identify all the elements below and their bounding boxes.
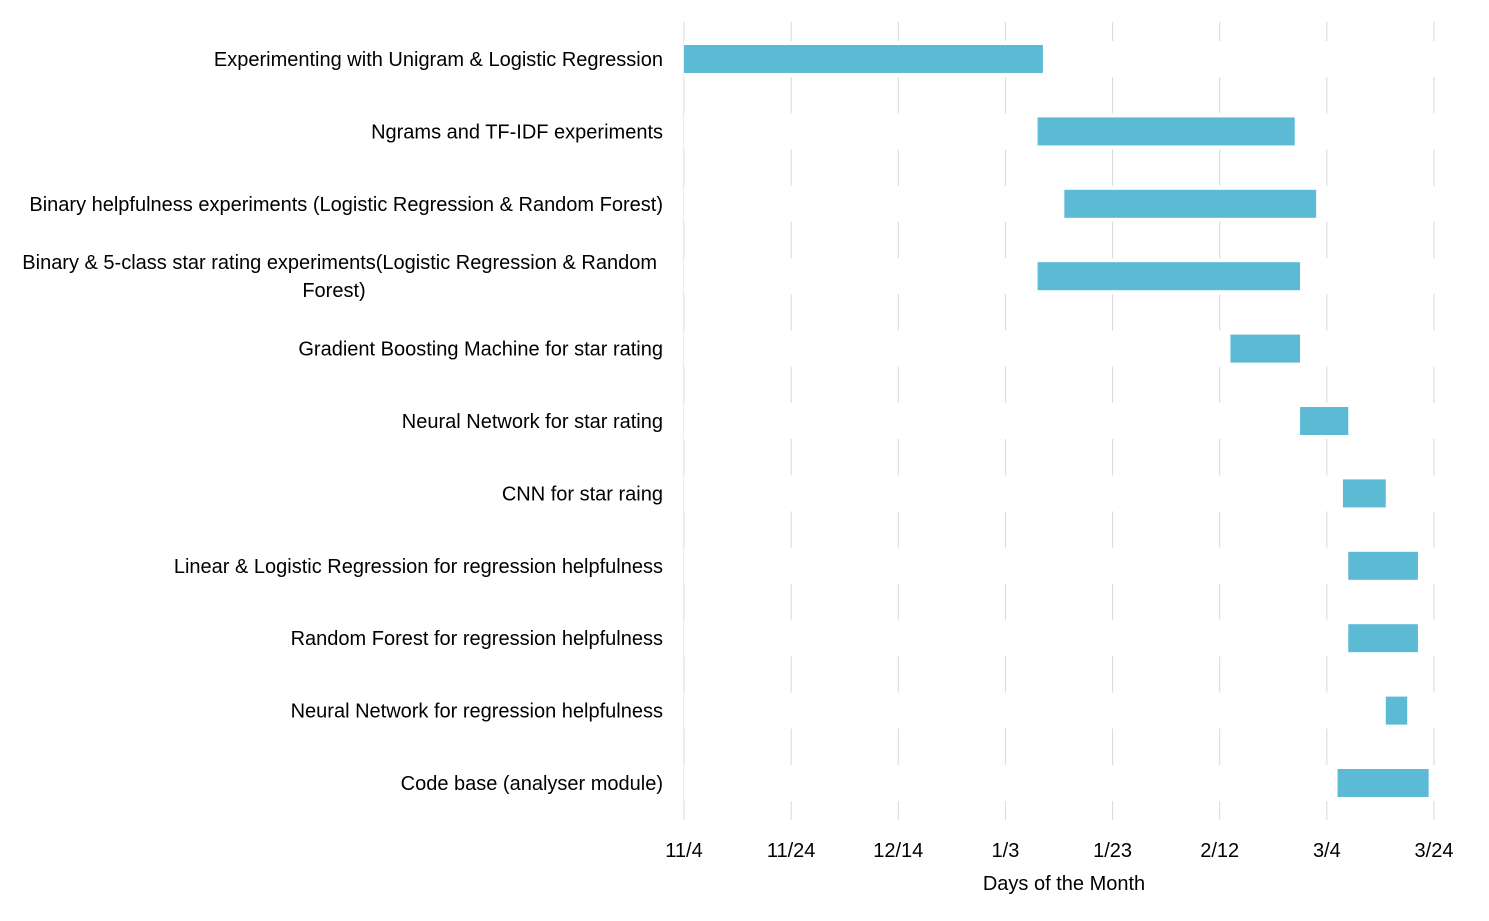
task-bar — [1385, 696, 1408, 725]
task-bar — [1064, 189, 1317, 218]
task-bar — [1337, 769, 1429, 797]
task-bar — [1342, 479, 1386, 508]
x-tick-label: 11/24 — [767, 840, 816, 862]
task-label: Linear & Logistic Regression for regress… — [174, 556, 663, 578]
task-label: Forest) — [302, 280, 365, 302]
task-bar — [1037, 262, 1301, 291]
task-labels: Experimenting with Unigram & Logistic Re… — [22, 49, 663, 795]
task-label: Neural Network for regression helpfulnes… — [291, 701, 663, 723]
row-band — [684, 330, 1454, 367]
task-label: CNN for star raing — [502, 483, 663, 505]
task-label: Code base (analyser module) — [401, 773, 663, 795]
bars — [684, 45, 1429, 797]
task-label: Experimenting with Unigram & Logistic Re… — [214, 49, 663, 71]
task-bar — [1348, 624, 1418, 653]
task-label: Random Forest for regression helpfulness — [291, 628, 663, 650]
x-tick-label: 11/4 — [665, 840, 702, 862]
task-bar — [684, 45, 1043, 73]
task-bar — [1348, 551, 1418, 580]
x-tick-label: 1/3 — [992, 840, 1020, 862]
row-band — [684, 620, 1454, 657]
x-tick-label: 2/12 — [1200, 840, 1239, 862]
row-band — [684, 692, 1454, 729]
task-bar — [1300, 407, 1349, 435]
row-band — [684, 475, 1454, 512]
row-band — [684, 547, 1454, 584]
task-bar — [1230, 334, 1301, 363]
x-axis-title: Days of the Month — [983, 873, 1145, 895]
x-tick-label: 3/4 — [1313, 840, 1341, 862]
task-label: Binary helpfulness experiments (Logistic… — [29, 194, 663, 216]
task-label: Binary & 5-class star rating experiments… — [22, 252, 657, 274]
x-tick-label: 1/23 — [1093, 840, 1132, 862]
task-label: Neural Network for star rating — [402, 411, 663, 433]
task-label: Ngrams and TF-IDF experiments — [371, 121, 663, 143]
task-label: Gradient Boosting Machine for star ratin… — [298, 339, 663, 361]
x-tick-labels: 11/4 11/24 12/14 1/3 1/23 2/12 3/4 3/24 — [665, 840, 1453, 862]
x-tick-label: 3/24 — [1415, 840, 1454, 862]
row-band — [684, 765, 1454, 801]
task-bar — [1037, 117, 1295, 146]
x-tick-label: 12/14 — [873, 840, 923, 862]
